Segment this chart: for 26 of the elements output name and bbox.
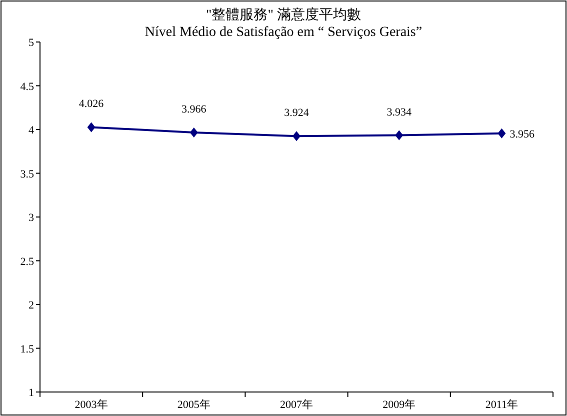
y-tick-label: 2 <box>28 300 34 312</box>
y-tick-label: 1 <box>28 387 34 399</box>
y-tick-label: 2.5 <box>20 256 34 268</box>
point <box>292 131 300 142</box>
subtitle: Nível Médio de Satisfação em “ Serviços Gerais” <box>144 25 422 40</box>
y-tick-label: 5 <box>28 37 34 49</box>
y-tick-label: 4.5 <box>20 80 34 93</box>
x-tick-label: 2003年 <box>74 399 108 411</box>
y-tick-label: 4 <box>28 124 34 136</box>
x-tick-label: 2007年 <box>280 399 313 411</box>
data-label: 3.956 <box>510 128 535 140</box>
title: "整體服務" 滿意度平均數 <box>206 8 361 23</box>
data-label: 3.934 <box>386 106 412 118</box>
x-tick-label: 2005年 <box>177 399 210 411</box>
y-tick-label: 3.5 <box>20 168 34 180</box>
x-tick-label: 2011年 <box>485 399 518 411</box>
y-tick-label: 1.5 <box>20 343 34 356</box>
data-label: 3.966 <box>182 103 207 116</box>
point <box>498 128 506 138</box>
x-tick-label: 2009年 <box>382 399 416 411</box>
data-label: 4.026 <box>78 98 104 110</box>
y-tick-label: 3 <box>28 212 34 224</box>
point <box>87 122 96 132</box>
point <box>395 130 404 140</box>
point <box>190 127 198 138</box>
data-label: 3.924 <box>284 107 310 120</box>
